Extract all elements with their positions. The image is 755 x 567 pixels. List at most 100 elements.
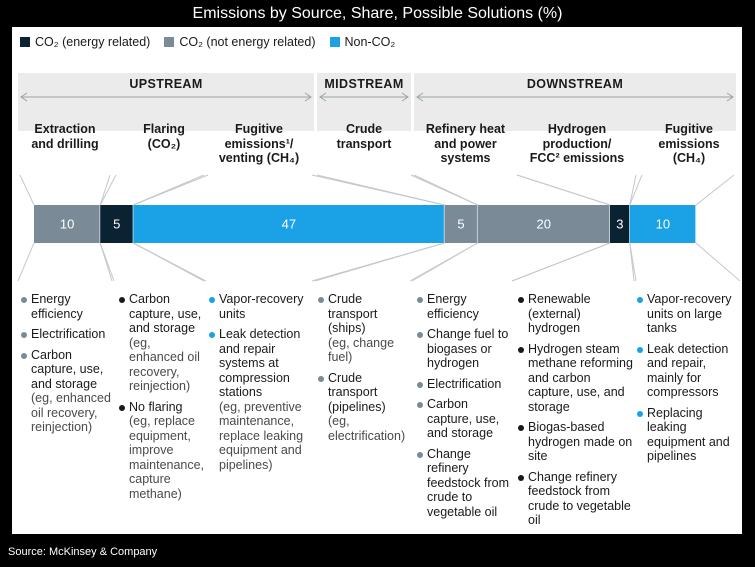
legend-swatch <box>164 37 175 47</box>
bar-segment <box>609 205 630 243</box>
column-label-line: transport <box>336 136 392 151</box>
solution-item: Hydrogen steam methane reforming and car… <box>517 342 635 415</box>
solution-text: Energy efficiency <box>427 292 479 321</box>
solution-text: Hydrogen steam methane reforming and car… <box>528 341 633 414</box>
solution-detail: (eg, electrification) <box>328 414 406 443</box>
column-label-line: and drilling <box>31 136 99 151</box>
solution-item: Renewable (external) hydrogen <box>517 292 635 336</box>
column-label-line: Crude <box>345 122 383 136</box>
column-label-extraction: Extraction and drilling <box>18 122 112 151</box>
stage-label: MIDSTREAM <box>324 77 404 91</box>
connector-line <box>17 242 35 282</box>
legend-item-co2-energy: CO₂ (energy related) <box>20 35 150 49</box>
connector-line <box>314 242 445 282</box>
solution-text: Change refinery feedstock from crude to … <box>427 446 509 519</box>
column-label-crude-transport: Crude transport <box>317 122 411 151</box>
solution-text: Carbon capture, use, and storage <box>129 292 202 335</box>
solutions-fugitive-ch4: Vapor-recovery units on large tanks Leak… <box>636 292 740 470</box>
solution-item: Vapor-recovery units on large tanks <box>636 292 740 336</box>
solutions-flaring: Carbon capture, use, and storage (eg, en… <box>118 292 204 507</box>
connector-line <box>99 174 117 206</box>
connector-line <box>413 174 478 206</box>
bar-value-label: 3 <box>616 217 623 232</box>
solution-text: Crude transport (ships) <box>328 292 378 335</box>
bar-value-label: 20 <box>537 217 551 232</box>
solution-text: Energy efficiency <box>31 292 83 321</box>
connector-line <box>99 174 111 206</box>
solutions-extraction: Energy efficiency Electrification Carbon… <box>20 292 116 441</box>
legend-swatch <box>329 37 340 47</box>
solution-detail: (eg, enhanced oil recovery, reinjection) <box>129 335 200 394</box>
solution-detail: (eg, preventive maintenance, replace lea… <box>219 399 304 472</box>
solution-item: Energy efficiency <box>20 292 116 321</box>
solution-text: Electrification <box>427 376 502 391</box>
connector-line <box>133 174 209 206</box>
connector-line <box>695 242 741 282</box>
column-label-line: systems <box>440 151 491 165</box>
stage-downstream: DOWNSTREAM <box>414 73 736 131</box>
bar-segment <box>629 205 696 243</box>
column-label-line: (CO₂) <box>147 136 181 151</box>
bar-segment <box>133 205 444 243</box>
column-label-flaring: Flaring (CO₂) <box>116 122 212 151</box>
connector-line <box>629 242 635 282</box>
column-label-fugitive-ch4: Fugitive emissions (CH₄) <box>642 122 736 166</box>
legend-item-co2-not-energy: CO₂ (not energy related) <box>164 35 316 49</box>
stage-upstream: UPSTREAM <box>18 73 314 131</box>
bar-value-label: 5 <box>457 217 464 232</box>
column-label-line: and power <box>434 136 497 151</box>
legend-item-non-co2: Non-CO₂ <box>329 35 395 49</box>
column-label-refinery: Refinery heat and power systems <box>414 122 517 166</box>
solution-item: Leak detection and repair systems at com… <box>208 327 314 472</box>
solution-text: Change fuel to biogases or hydrogen <box>427 327 509 370</box>
page-title: Emissions by Source, Share, Possible Sol… <box>192 5 563 22</box>
solution-text: Crude transport (pipelines) <box>328 370 386 414</box>
solution-item: Leak detection and repair, mainly for co… <box>636 342 740 400</box>
column-label-line: FCC² emissions <box>529 151 625 165</box>
connector-line <box>19 174 35 206</box>
connector-line <box>511 242 611 282</box>
solution-text: Renewable (external) hydrogen <box>528 292 591 335</box>
bar-value-label: 10 <box>60 217 74 232</box>
connector-line <box>411 242 478 282</box>
solution-text: Carbon capture, use, and storage <box>427 397 500 440</box>
stage-label: UPSTREAM <box>129 77 203 91</box>
column-label-hydrogen: Hydrogen production/ FCC² emissions <box>517 122 637 166</box>
solution-detail: (eg, replace equipment, improve maintena… <box>129 414 205 501</box>
bar-value-label: 47 <box>282 217 296 232</box>
connector-line <box>629 174 637 206</box>
solution-item: Change refinery feedstock from crude to … <box>517 470 635 528</box>
connector-line <box>695 174 735 206</box>
solution-text: Replacing leaking equipment and pipeline… <box>647 405 730 464</box>
solution-text: Vapor-recovery units <box>219 292 304 321</box>
solution-text: Change refinery feedstock from crude to … <box>528 469 631 528</box>
solution-text: Vapor-recovery units on large tanks <box>647 292 732 335</box>
stage-arrow <box>20 92 312 102</box>
bar-segment <box>34 205 100 243</box>
solution-item: Electrification <box>20 327 116 342</box>
solution-detail: (eg, change fuel) <box>328 335 395 365</box>
solution-item: Crude transport (pipelines) (eg, electri… <box>317 371 411 444</box>
solution-text: Leak detection and repair systems at com… <box>219 327 301 399</box>
solution-item: Crude transport (ships) (eg, change fuel… <box>317 292 411 365</box>
column-label-line: (CH₄) <box>672 151 706 165</box>
solution-item: Biogas-based hydrogen made on site <box>517 420 635 464</box>
connector-line <box>99 242 115 282</box>
legend-label: CO₂ (energy related) <box>35 35 151 49</box>
solution-text: Leak detection and repair, mainly for co… <box>647 341 729 400</box>
solutions-hydrogen: Renewable (external) hydrogen Hydrogen s… <box>517 292 635 534</box>
solution-text: Biogas-based hydrogen made on site <box>528 420 633 463</box>
bar-segment <box>477 205 610 243</box>
legend-swatch <box>20 37 30 47</box>
connector-line <box>316 174 445 206</box>
column-label-line: production/ <box>542 136 612 151</box>
solutions-fugitive-venting: Vapor-recovery units Leak detection and … <box>208 292 314 478</box>
solution-item: Vapor-recovery units <box>208 292 314 321</box>
bar-segment <box>444 205 477 243</box>
legend-label: CO₂ (not energy related) <box>179 35 316 49</box>
bar-segment <box>100 205 133 243</box>
solution-text: Carbon capture, use, and storage <box>31 347 104 391</box>
chart-svg: 10 5 47 5 20 3 10 <box>17 174 741 282</box>
solutions-crude-transport: Crude transport (ships) (eg, change fuel… <box>317 292 411 449</box>
column-label-line: venting (CH₄) <box>218 151 300 165</box>
